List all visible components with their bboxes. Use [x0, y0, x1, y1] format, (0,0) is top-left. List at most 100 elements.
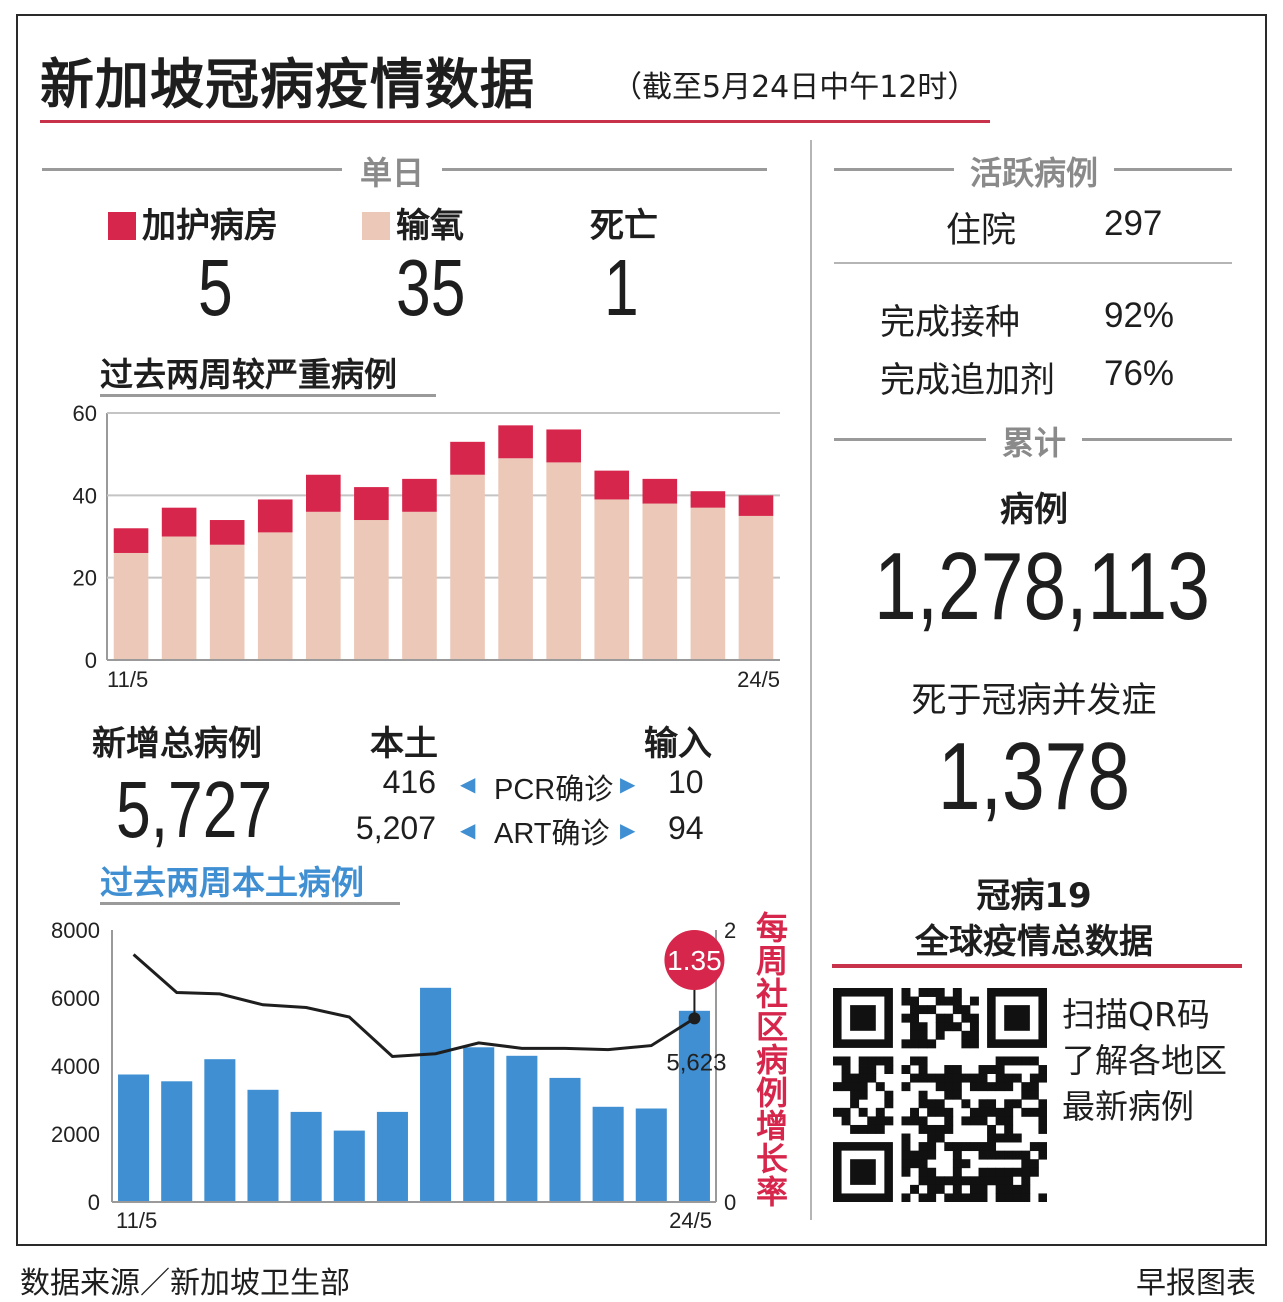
- qr-module: [918, 1099, 928, 1109]
- qr-module: [969, 1073, 979, 1083]
- qr-module: [978, 1176, 988, 1186]
- imported-label: 输入: [644, 724, 712, 764]
- qr-module: [841, 1065, 851, 1074]
- qr-code-icon[interactable]: [833, 988, 1047, 1202]
- qr-module: [910, 1030, 919, 1040]
- icu-swatch: [108, 212, 136, 240]
- qr-module: [952, 1065, 962, 1074]
- growth-rate-callout-label: 1.35: [667, 945, 722, 976]
- qr-module: [952, 1073, 962, 1083]
- qr-module: [969, 996, 979, 1006]
- icu-bar: [594, 470, 630, 500]
- qr-module: [995, 1116, 1005, 1126]
- qr-module: [952, 1167, 962, 1177]
- qr-module: [1021, 1090, 1031, 1100]
- icu-bar: [209, 520, 245, 545]
- icu-bar: [738, 495, 774, 516]
- qr-module: [858, 1056, 868, 1066]
- qr-module: [927, 1133, 937, 1143]
- secondary-axis-label-char: 例: [756, 1075, 788, 1111]
- local-chart-title-rule: [100, 902, 400, 905]
- qr-module: [867, 1056, 877, 1066]
- qr-module: [1012, 1099, 1022, 1109]
- qr-module: [944, 1065, 954, 1074]
- graphic-credit: 早报图表: [1136, 1266, 1256, 1301]
- qr-module: [935, 1073, 945, 1083]
- infographic-frame: [16, 14, 1267, 1246]
- qr-module: [901, 1150, 911, 1160]
- qr-module: [1004, 1124, 1014, 1134]
- qr-module: [952, 1090, 962, 1100]
- icu-bar: [161, 507, 197, 537]
- qr-module: [927, 1193, 937, 1202]
- qr-module: [875, 1107, 885, 1117]
- local-case-bar: [678, 1010, 710, 1202]
- pcr-right-arrow-icon: ▶: [620, 772, 636, 796]
- qr-module: [978, 1142, 988, 1152]
- qr-module: [901, 1167, 911, 1177]
- qr-module: [1012, 1073, 1022, 1083]
- qr-module: [935, 1124, 945, 1134]
- qr-module: [987, 1065, 997, 1074]
- qr-module: [1021, 1184, 1031, 1194]
- qr-module: [987, 1107, 997, 1117]
- global-title-line2: 全球疫情总数据: [915, 922, 1153, 962]
- growth-rate-point: [688, 1012, 701, 1025]
- y-tick-label: 20: [73, 566, 97, 591]
- qr-module: [927, 988, 937, 997]
- local-chart-title: 过去两周本土病例: [100, 863, 364, 902]
- icu-bar: [642, 478, 678, 504]
- qr-finder-inner: [850, 1159, 876, 1185]
- qr-module: [918, 1167, 928, 1177]
- icu-value: 5: [198, 243, 233, 332]
- secondary-y-tick-label: 0: [724, 1190, 736, 1215]
- qr-module: [995, 1107, 1005, 1117]
- qr-module: [969, 1107, 979, 1117]
- oxygen-bar: [402, 511, 437, 660]
- qr-module: [867, 1116, 877, 1126]
- y-tick-label: 0: [88, 1190, 100, 1215]
- qr-module: [918, 1022, 928, 1032]
- qr-module: [841, 1082, 851, 1092]
- qr-module: [1029, 1056, 1039, 1066]
- death-label: 死亡: [590, 206, 658, 246]
- qr-module: [978, 1167, 988, 1177]
- qr-module: [995, 1193, 1005, 1202]
- death-value: 1: [604, 243, 639, 332]
- qr-module: [961, 1013, 971, 1023]
- cumulative-rule-right: [1082, 438, 1232, 441]
- qr-module: [961, 1099, 971, 1109]
- qr-module: [910, 1013, 919, 1023]
- qr-module: [1038, 1065, 1047, 1074]
- icu-bar: [354, 487, 389, 521]
- icu-legend: 加护病房: [108, 198, 278, 247]
- qr-module: [858, 1124, 868, 1134]
- qr-module: [918, 1005, 928, 1015]
- qr-module: [875, 1082, 885, 1092]
- qr-module: [1004, 1099, 1014, 1109]
- qr-module: [944, 1142, 954, 1152]
- severe-chart-title: 过去两周较严重病例: [100, 355, 397, 394]
- oxygen-bar: [738, 515, 774, 660]
- qr-module: [901, 988, 911, 997]
- qr-module: [918, 1176, 928, 1186]
- oxygen-bar: [306, 511, 341, 660]
- qr-module: [927, 1150, 937, 1160]
- qr-module: [1012, 1056, 1022, 1066]
- oxygen-label: 输氧: [396, 206, 464, 246]
- qr-module: [978, 1099, 988, 1109]
- qr-module: [1038, 1124, 1047, 1134]
- local-case-bar: [290, 1111, 322, 1202]
- qr-module: [1038, 1099, 1047, 1109]
- qr-module: [935, 1022, 945, 1032]
- qr-module: [944, 1090, 954, 1100]
- secondary-axis-label-char: 社: [756, 976, 788, 1012]
- active-rule-left: [834, 168, 954, 171]
- qr-module: [1029, 1142, 1039, 1152]
- local-case-bar: [376, 1111, 408, 1202]
- y-tick-label: 4000: [51, 1054, 100, 1079]
- qr-module: [1029, 1159, 1039, 1169]
- qr-module: [918, 1056, 928, 1066]
- qr-module: [1029, 1073, 1039, 1083]
- qr-module: [935, 1184, 945, 1194]
